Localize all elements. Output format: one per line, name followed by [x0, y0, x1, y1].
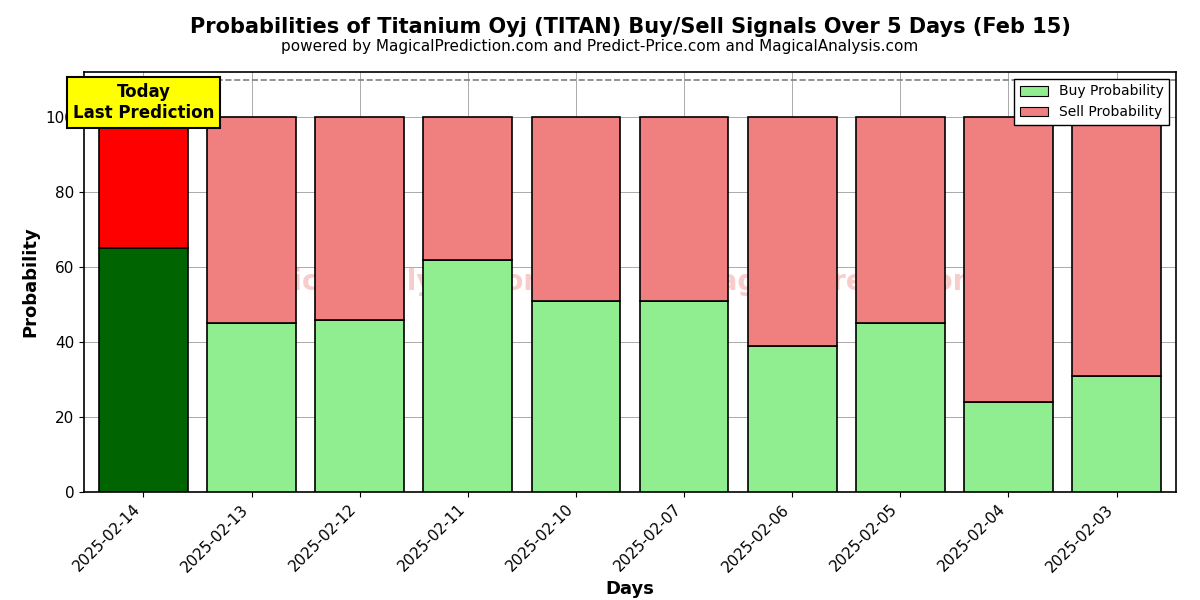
Bar — [532, 117, 620, 301]
Bar — [964, 117, 1052, 402]
Bar — [640, 117, 728, 301]
Bar — [856, 117, 944, 323]
Legend: Buy Probability, Sell Probability: Buy Probability, Sell Probability — [1014, 79, 1169, 125]
Title: Probabilities of Titanium Oyj (TITAN) Buy/Sell Signals Over 5 Days (Feb 15): Probabilities of Titanium Oyj (TITAN) Bu… — [190, 17, 1070, 37]
Bar — [424, 117, 512, 259]
Bar — [1073, 117, 1160, 376]
Bar — [208, 323, 296, 492]
Bar — [208, 117, 296, 323]
Bar — [748, 346, 836, 492]
Bar — [640, 301, 728, 492]
Bar — [964, 402, 1052, 492]
Bar — [748, 117, 836, 346]
Bar — [316, 117, 404, 319]
Y-axis label: Probability: Probability — [22, 227, 40, 337]
Text: Today
Last Prediction: Today Last Prediction — [73, 83, 214, 122]
X-axis label: Days: Days — [606, 580, 654, 598]
Bar — [856, 323, 944, 492]
Bar — [532, 301, 620, 492]
Text: powered by MagicalPrediction.com and Predict-Price.com and MagicalAnalysis.com: powered by MagicalPrediction.com and Pre… — [281, 39, 919, 54]
Bar — [424, 259, 512, 492]
Bar — [316, 319, 404, 492]
Bar — [100, 248, 187, 492]
Text: MagicalPrediction.com: MagicalPrediction.com — [692, 268, 1049, 296]
Text: MagicalAnalysis.com: MagicalAnalysis.com — [227, 268, 553, 296]
Bar — [100, 117, 187, 248]
Bar — [1073, 376, 1160, 492]
